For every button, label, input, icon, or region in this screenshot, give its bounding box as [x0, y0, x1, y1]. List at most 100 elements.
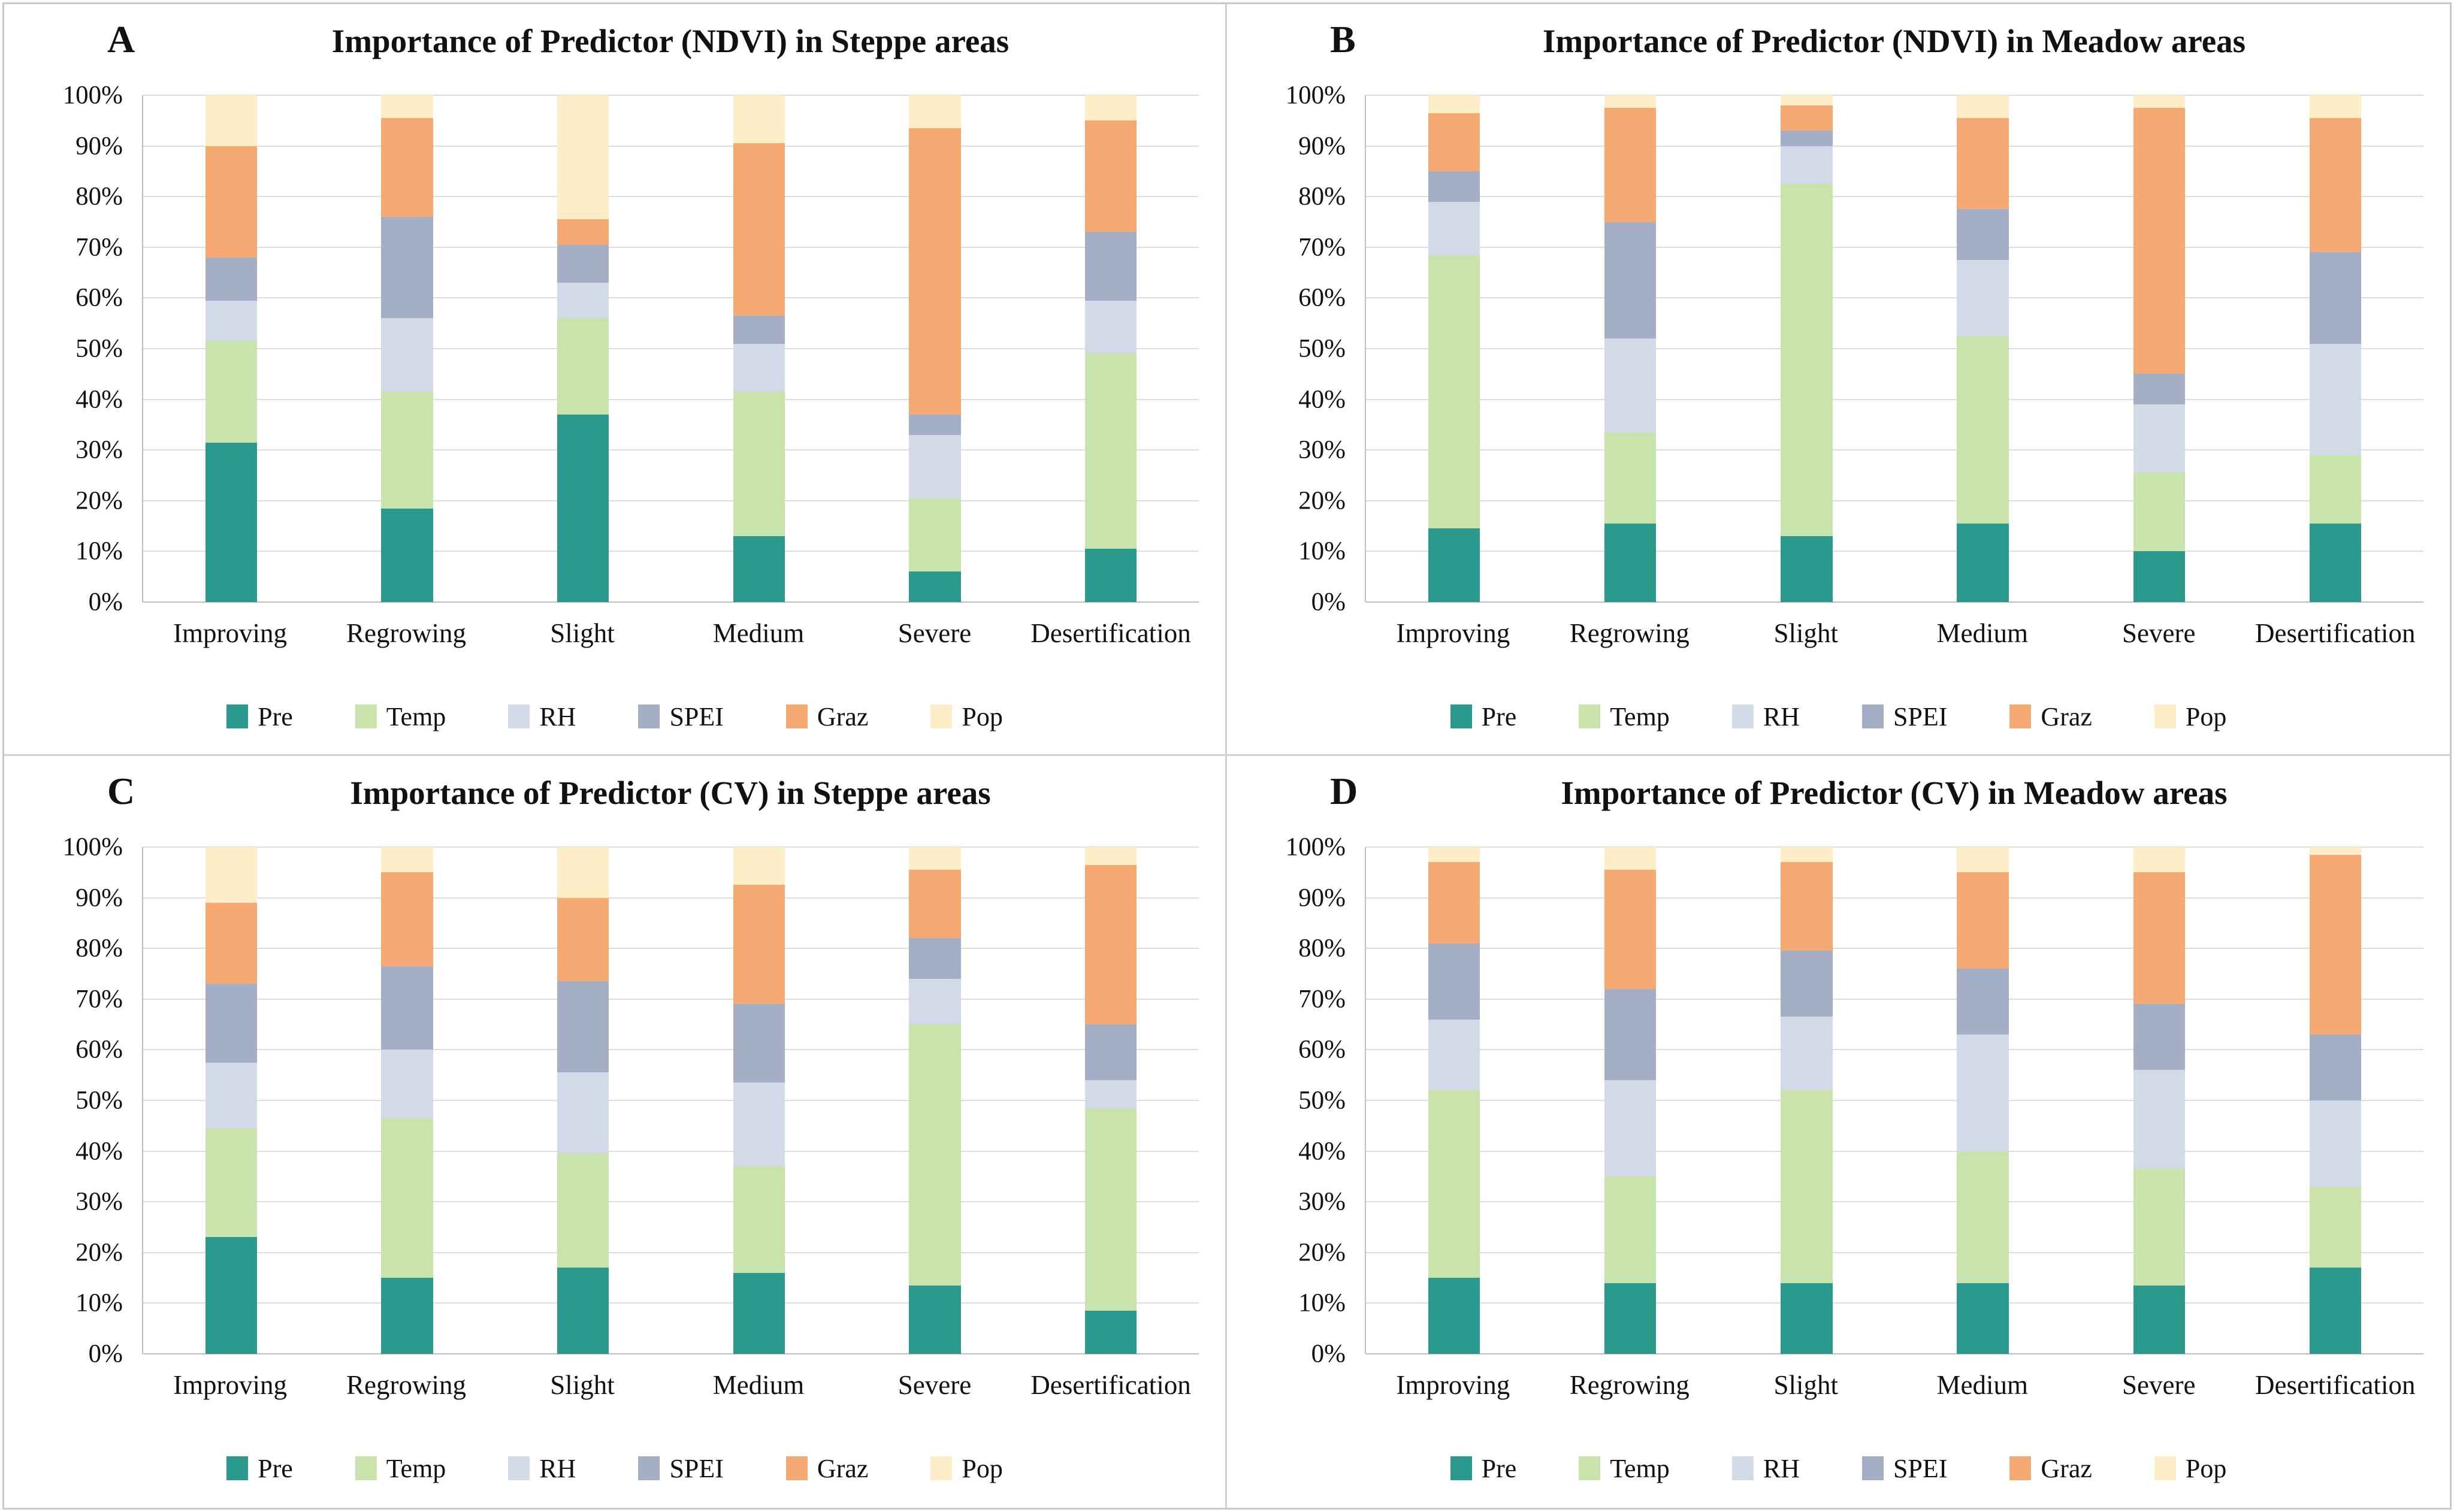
x-category-label: Medium: [1936, 618, 2029, 648]
bar-segment-temp: [909, 1024, 961, 1286]
gridline: [1366, 948, 2423, 949]
legend-item-graz: Graz: [2009, 701, 2092, 732]
temp-swatch-icon: [355, 704, 377, 728]
bar-segment-pre: [1084, 1311, 1137, 1354]
bar-segment-temp: [1604, 432, 1657, 524]
legend-label: Graz: [2041, 701, 2092, 731]
stacked-bar-improving: [205, 847, 257, 1354]
bar-segment-pre: [1957, 1283, 2009, 1354]
y-axis-b: 100% 90% 80% 70% 60% 50% 40% 30% 20% 10% 0%: [1227, 81, 1354, 616]
bar-segment-pre: [733, 536, 785, 602]
bar-segment-temp: [205, 341, 257, 443]
bar-segment-pop: [2133, 847, 2185, 873]
bar-segment-rh: [2133, 1070, 2185, 1169]
y-axis-c: 100% 90% 80% 70% 60% 50% 40% 30% 20% 10% 0%: [4, 833, 131, 1368]
legend-label: RH: [539, 701, 576, 731]
stacked-bar-desertification: [2309, 95, 2362, 602]
legend-item-pop: Pop: [930, 1453, 1003, 1484]
bar-segment-spei: [557, 244, 609, 283]
panel-label-b: B: [1330, 18, 1356, 61]
legend-item-graz: Graz: [785, 701, 868, 732]
bar-segment-pop: [733, 95, 785, 144]
gridline: [143, 95, 1199, 96]
bar-segment-pop: [557, 847, 609, 898]
bar-segment-temp: [1084, 1108, 1137, 1311]
gridline: [1366, 1150, 2423, 1152]
stacked-bar-desertification: [1084, 95, 1137, 602]
chart-title-c: Importance of Predictor (CV) in Steppe a…: [350, 775, 991, 811]
bar-segment-rh: [1957, 1035, 2009, 1151]
y-axis-a: 100% 90% 80% 70% 60% 50% 40% 30% 20% 10% 0%: [4, 81, 131, 616]
legend-item-rh: RH: [508, 701, 576, 732]
legend-item-spei: SPEI: [638, 1453, 724, 1484]
bar-segment-pop: [909, 95, 961, 129]
y-tick-label: 50%: [75, 1086, 123, 1115]
gridline: [143, 297, 1199, 299]
legend-item-rh: RH: [1731, 701, 1800, 732]
legend-label: Pre: [1481, 701, 1517, 731]
gridline: [143, 846, 1199, 848]
bar-segment-graz: [1781, 105, 1833, 131]
stacked-bar-regrowing: [1604, 95, 1657, 602]
graz-swatch-icon: [2009, 704, 2032, 728]
y-tick-label: 100%: [62, 833, 123, 861]
gridline: [143, 1100, 1199, 1101]
bar-segment-graz: [2133, 108, 2185, 374]
bar-segment-rh: [205, 300, 257, 341]
gridline: [143, 348, 1199, 349]
stacked-bar-slight: [1781, 95, 1833, 602]
stacked-bar-regrowing: [1604, 847, 1657, 1354]
gridline: [143, 449, 1199, 451]
bar-segment-pre: [733, 1272, 785, 1354]
bar-segment-rh: [733, 343, 785, 392]
y-tick-label: 20%: [1298, 486, 1346, 515]
bar-segment-rh: [1428, 201, 1480, 255]
bar-segment-pre: [909, 571, 961, 602]
stacked-bar-severe: [2133, 95, 2185, 602]
rh-swatch-icon: [1731, 704, 1754, 728]
bar-segment-pre: [2309, 1268, 2362, 1354]
bar-segment-graz: [2309, 118, 2362, 253]
bar-segment-pre: [1604, 1283, 1657, 1354]
gridline: [143, 1251, 1199, 1253]
gridline: [1366, 846, 2423, 848]
bar-segment-rh: [1781, 146, 1833, 185]
bar-segment-graz: [2309, 854, 2362, 1035]
stacked-bar-regrowing: [381, 95, 433, 602]
bar-segment-temp: [557, 1153, 609, 1268]
y-tick-label: 50%: [1298, 1086, 1346, 1115]
y-tick-label: 10%: [1298, 537, 1346, 566]
bar-segment-spei: [205, 257, 257, 301]
bar-segment-pop: [2133, 95, 2185, 108]
legend-label: SPEI: [669, 701, 724, 731]
y-tick-label: 100%: [1285, 833, 1346, 861]
y-tick-label: 50%: [75, 334, 123, 363]
y-tick-label: 100%: [62, 81, 123, 110]
panel-a-ndvi-steppe: A Importance of Predictor (NDVI) in Step…: [4, 4, 1227, 756]
bar-segment-spei: [1957, 969, 2009, 1035]
stacked-bar-severe: [909, 847, 961, 1354]
bar-segment-pre: [381, 508, 433, 602]
bar-segment-temp: [381, 391, 433, 509]
stacked-bar-slight: [557, 847, 609, 1354]
pre-swatch-icon: [226, 704, 249, 728]
legend-label: RH: [539, 1453, 576, 1483]
legend-a: Pre Temp RH SPEI Graz Pop: [4, 691, 1225, 742]
chart-title-b: Importance of Predictor (NDVI) in Meadow…: [1542, 23, 2246, 59]
stacked-bar-severe: [2133, 847, 2185, 1354]
bar-segment-pop: [909, 847, 961, 870]
bar-segment-spei: [205, 984, 257, 1063]
bar-segment-spei: [733, 316, 785, 344]
bar-segment-rh: [1604, 1080, 1657, 1177]
bar-segment-rh: [381, 318, 433, 392]
y-tick-label: 30%: [75, 436, 123, 464]
pop-swatch-icon: [930, 704, 953, 728]
bar-segment-spei: [1084, 1024, 1137, 1081]
legend-label: SPEI: [669, 1453, 724, 1483]
gridline: [1366, 1049, 2423, 1051]
y-tick-label: 60%: [1298, 283, 1346, 312]
bar-segment-graz: [1428, 113, 1480, 171]
x-category-label: Medium: [712, 618, 805, 648]
bar-segment-spei: [1957, 209, 2009, 260]
rh-swatch-icon: [1731, 1456, 1754, 1480]
